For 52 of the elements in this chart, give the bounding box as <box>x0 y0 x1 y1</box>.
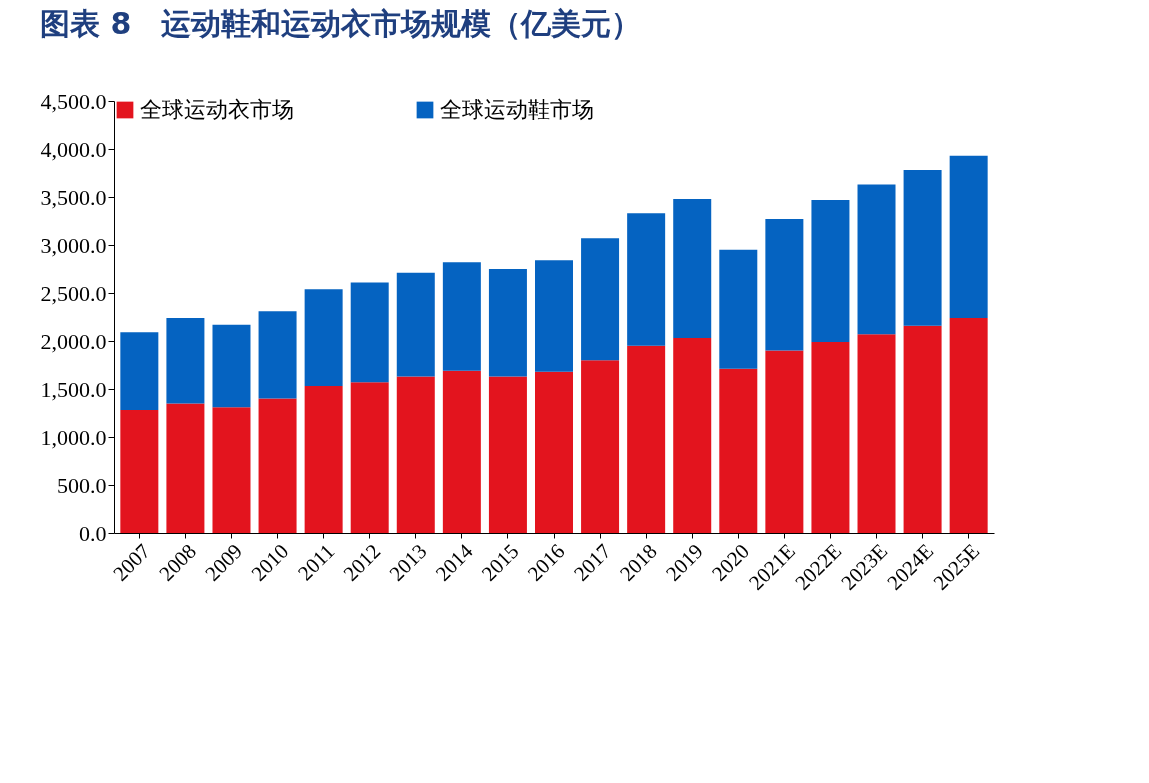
bar <box>765 219 804 351</box>
y-tick-label: 1,000.0 <box>40 424 107 450</box>
bar <box>857 334 896 533</box>
legend-label: 全球运动鞋市场 <box>440 97 594 122</box>
bar <box>535 371 573 533</box>
bar <box>304 289 343 387</box>
bar <box>212 324 251 408</box>
bar <box>304 386 343 533</box>
bar <box>258 311 297 399</box>
bar <box>212 407 251 533</box>
y-tick-label: 0.0 <box>79 520 107 546</box>
bar <box>903 170 942 326</box>
bar <box>442 370 481 533</box>
y-tick-label: 4,500.0 <box>40 88 107 114</box>
bar <box>581 238 620 361</box>
bar <box>627 213 666 346</box>
y-tick-label: 1,500.0 <box>40 376 107 402</box>
bar <box>350 282 389 383</box>
chart-title: 图表 8 运动鞋和运动衣市场规模（亿美元） <box>40 6 642 41</box>
bar <box>857 184 896 335</box>
bar <box>488 269 527 377</box>
bar <box>166 317 205 404</box>
bar <box>627 345 666 533</box>
bar <box>673 198 712 339</box>
bar <box>949 317 988 533</box>
y-tick-label: 500.0 <box>57 472 107 498</box>
legend-label: 全球运动衣市场 <box>140 97 294 122</box>
bar <box>581 360 620 533</box>
bar <box>120 332 159 411</box>
bar <box>949 155 988 318</box>
bar <box>120 410 159 533</box>
bar <box>442 262 481 371</box>
bar <box>719 368 758 533</box>
y-tick-label: 4,000.0 <box>40 136 107 162</box>
bar <box>396 272 435 377</box>
bar <box>396 376 435 533</box>
bar <box>903 325 942 533</box>
bar <box>258 398 297 533</box>
bar <box>811 199 850 342</box>
bar <box>535 260 573 372</box>
bar <box>166 403 205 533</box>
bar <box>488 376 527 533</box>
y-tick-label: 3,000.0 <box>40 232 107 258</box>
bar <box>350 382 389 533</box>
bar <box>765 350 804 533</box>
y-tick-label: 3,500.0 <box>40 184 107 210</box>
y-tick-label: 2,500.0 <box>40 280 107 306</box>
bar <box>673 338 712 533</box>
y-tick-label: 2,000.0 <box>40 328 107 354</box>
bar <box>719 249 758 369</box>
bar <box>811 341 850 533</box>
x-tick-label: 2011 <box>293 539 340 586</box>
